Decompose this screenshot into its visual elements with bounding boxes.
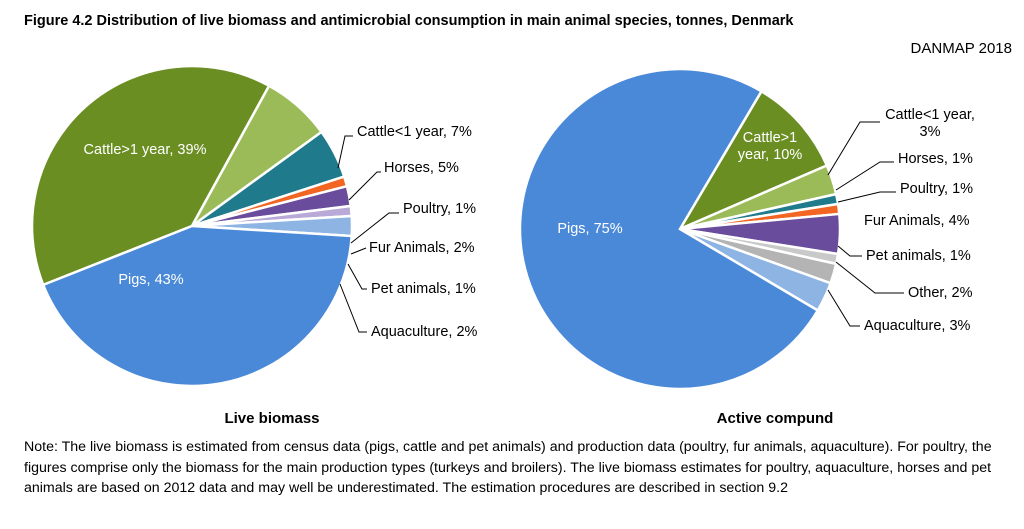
slice-label-cattle-1-year-10: Cattle>1 year, 10% bbox=[738, 130, 803, 163]
live-biomass-pie: Cattle>1 year, 39% Cattle<1 year, 7% Horse… bbox=[30, 64, 478, 388]
leader-line-horses-5 bbox=[348, 171, 381, 201]
leader-line-poultry-1 bbox=[350, 212, 399, 244]
slice-label-cattle-1-year-7: Cattle<1 year, 7% bbox=[357, 124, 472, 140]
pie-charts: Cattle>1 year, 39% Cattle<1 year, 7% Horse… bbox=[30, 64, 975, 427]
slice-label-poultry-1: Poultry, 1% bbox=[403, 201, 476, 217]
slice-label-fur-animals-4: Fur Animals, 4% bbox=[864, 213, 970, 229]
figure-note: Note: The live biomass is estimated from… bbox=[24, 439, 992, 496]
slice-label-horses-1: Horses, 1% bbox=[898, 151, 973, 167]
active-compound-title: Active compund bbox=[717, 410, 834, 427]
leader-line-cattle-1-year-7 bbox=[337, 135, 353, 169]
slice-label-fur-animals-2: Fur Animals, 2% bbox=[369, 240, 475, 256]
leader-line-other-2 bbox=[835, 261, 904, 294]
leader-line-horses-1 bbox=[835, 161, 894, 191]
slice-label-pet-animals-1: Pet animals, 1% bbox=[371, 281, 476, 297]
slice-label-pigs-43: Pigs, 43% bbox=[118, 272, 183, 288]
slice-label-other-2: Other, 2% bbox=[908, 285, 973, 301]
leader-line-cattle-1-year-3 bbox=[827, 121, 880, 176]
slice-label-horses-5: Horses, 5% bbox=[384, 160, 459, 176]
slice-label-pigs-75: Pigs, 75% bbox=[557, 221, 622, 237]
pie-slice-cattle-1-year-39 bbox=[30, 64, 271, 287]
leader-line-pet-animals-1 bbox=[837, 245, 862, 257]
leader-line-aquaculture-3 bbox=[827, 289, 860, 327]
slice-label-pet-animals-1: Pet animals, 1% bbox=[866, 248, 971, 264]
slice-label-aquaculture-2: Aquaculture, 2% bbox=[371, 324, 478, 340]
leader-line-fur-animals-2 bbox=[350, 247, 367, 255]
live-biomass-title: Live biomass bbox=[224, 410, 319, 427]
pie-slice-pigs-43 bbox=[41, 224, 354, 388]
pie-slice-cattle-1-year-10 bbox=[676, 89, 829, 232]
active-compound-pie: Cattle>1 year, 10% Cattle<1 year, 3% Horses,… bbox=[518, 67, 975, 391]
slice-label-aquaculture-3: Aquaculture, 3% bbox=[864, 318, 971, 334]
slice-label-poultry-1: Poultry, 1% bbox=[900, 181, 973, 197]
pie-slice-pigs-75 bbox=[518, 67, 820, 391]
leader-line-poultry-1 bbox=[837, 191, 896, 203]
leader-line-pet-animals-1 bbox=[347, 263, 367, 290]
source-label: DANMAP 2018 bbox=[910, 40, 1012, 57]
leader-line-aquaculture-2 bbox=[339, 283, 367, 333]
slice-label-cattle-1-year-39: Cattle>1 year, 39% bbox=[84, 142, 207, 158]
slice-label-cattle-1-year-3: Cattle<1 year, 3% bbox=[885, 107, 975, 140]
figure-title: Figure 4.2 Distribution of live biomass … bbox=[24, 13, 794, 29]
